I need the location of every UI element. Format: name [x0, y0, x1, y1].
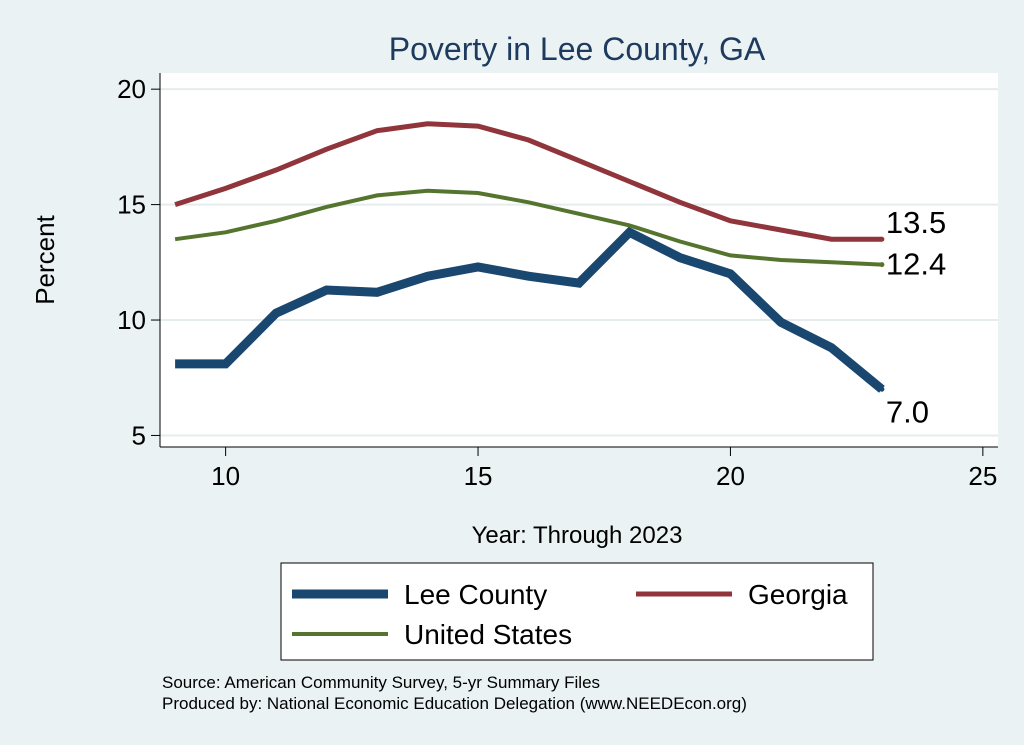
series-line-united-states: [174, 188, 882, 267]
producer-note: Produced by: National Economic Education…: [162, 694, 747, 713]
gridlines: [160, 88, 998, 437]
x-axis-ticks: 10 15 20 25: [211, 447, 997, 491]
legend-label-georgia: Georgia: [748, 579, 848, 610]
x-tick-label: 25: [968, 461, 997, 491]
legend-label-united-states: United States: [404, 619, 572, 650]
end-label-georgia: 13.5: [886, 205, 946, 240]
y-tick-label: 10: [117, 305, 146, 335]
x-axis-label: Year: Through 2023: [472, 522, 683, 549]
x-tick-label: 15: [464, 461, 493, 491]
end-point-lee-county: [879, 386, 885, 392]
y-tick-label: 15: [117, 190, 146, 220]
legend-box: [280, 562, 874, 661]
plot-area: [160, 73, 998, 447]
chart-title: Poverty in Lee County, GA: [389, 31, 766, 67]
end-point-united-states: [879, 262, 885, 268]
source-note: Source: American Community Survey, 5-yr …: [162, 673, 600, 692]
series-line-lee-county: [175, 226, 885, 393]
end-point-georgia: [879, 236, 885, 242]
series-line-georgia: [174, 121, 882, 242]
legend: Lee County Georgia United States: [292, 579, 848, 650]
y-tick-label: 20: [117, 74, 146, 104]
end-label-united-states: 12.4: [886, 247, 946, 282]
y-axis-ticks: 5 10 15 20: [117, 74, 160, 450]
end-labels: 7.0 13.5 12.4: [879, 205, 946, 429]
legend-label-lee-county: Lee County: [404, 579, 547, 610]
end-label-lee-county: 7.0: [886, 394, 929, 429]
x-tick-label: 20: [716, 461, 745, 491]
series-lines: [174, 121, 885, 393]
x-tick-label: 10: [211, 461, 240, 491]
y-tick-label: 5: [132, 420, 146, 450]
y-axis-label: Percent: [30, 214, 60, 304]
